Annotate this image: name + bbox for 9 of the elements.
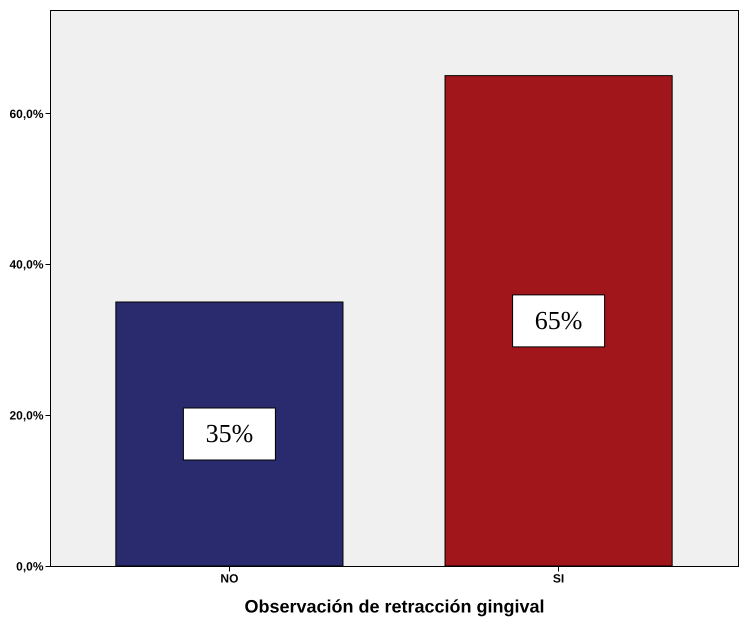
- data-label: 35%: [206, 418, 254, 448]
- y-tick-label: 20,0%: [9, 408, 44, 423]
- x-tick-label: SI: [552, 572, 564, 586]
- y-tick-label: 40,0%: [9, 258, 44, 272]
- x-axis-title: Observación de retracción gingival: [244, 596, 545, 616]
- y-tick-label: 0,0%: [16, 560, 44, 574]
- x-tick-label: NO: [220, 572, 238, 586]
- data-label: 65%: [534, 306, 582, 335]
- y-tick-label: 60,0%: [9, 106, 44, 121]
